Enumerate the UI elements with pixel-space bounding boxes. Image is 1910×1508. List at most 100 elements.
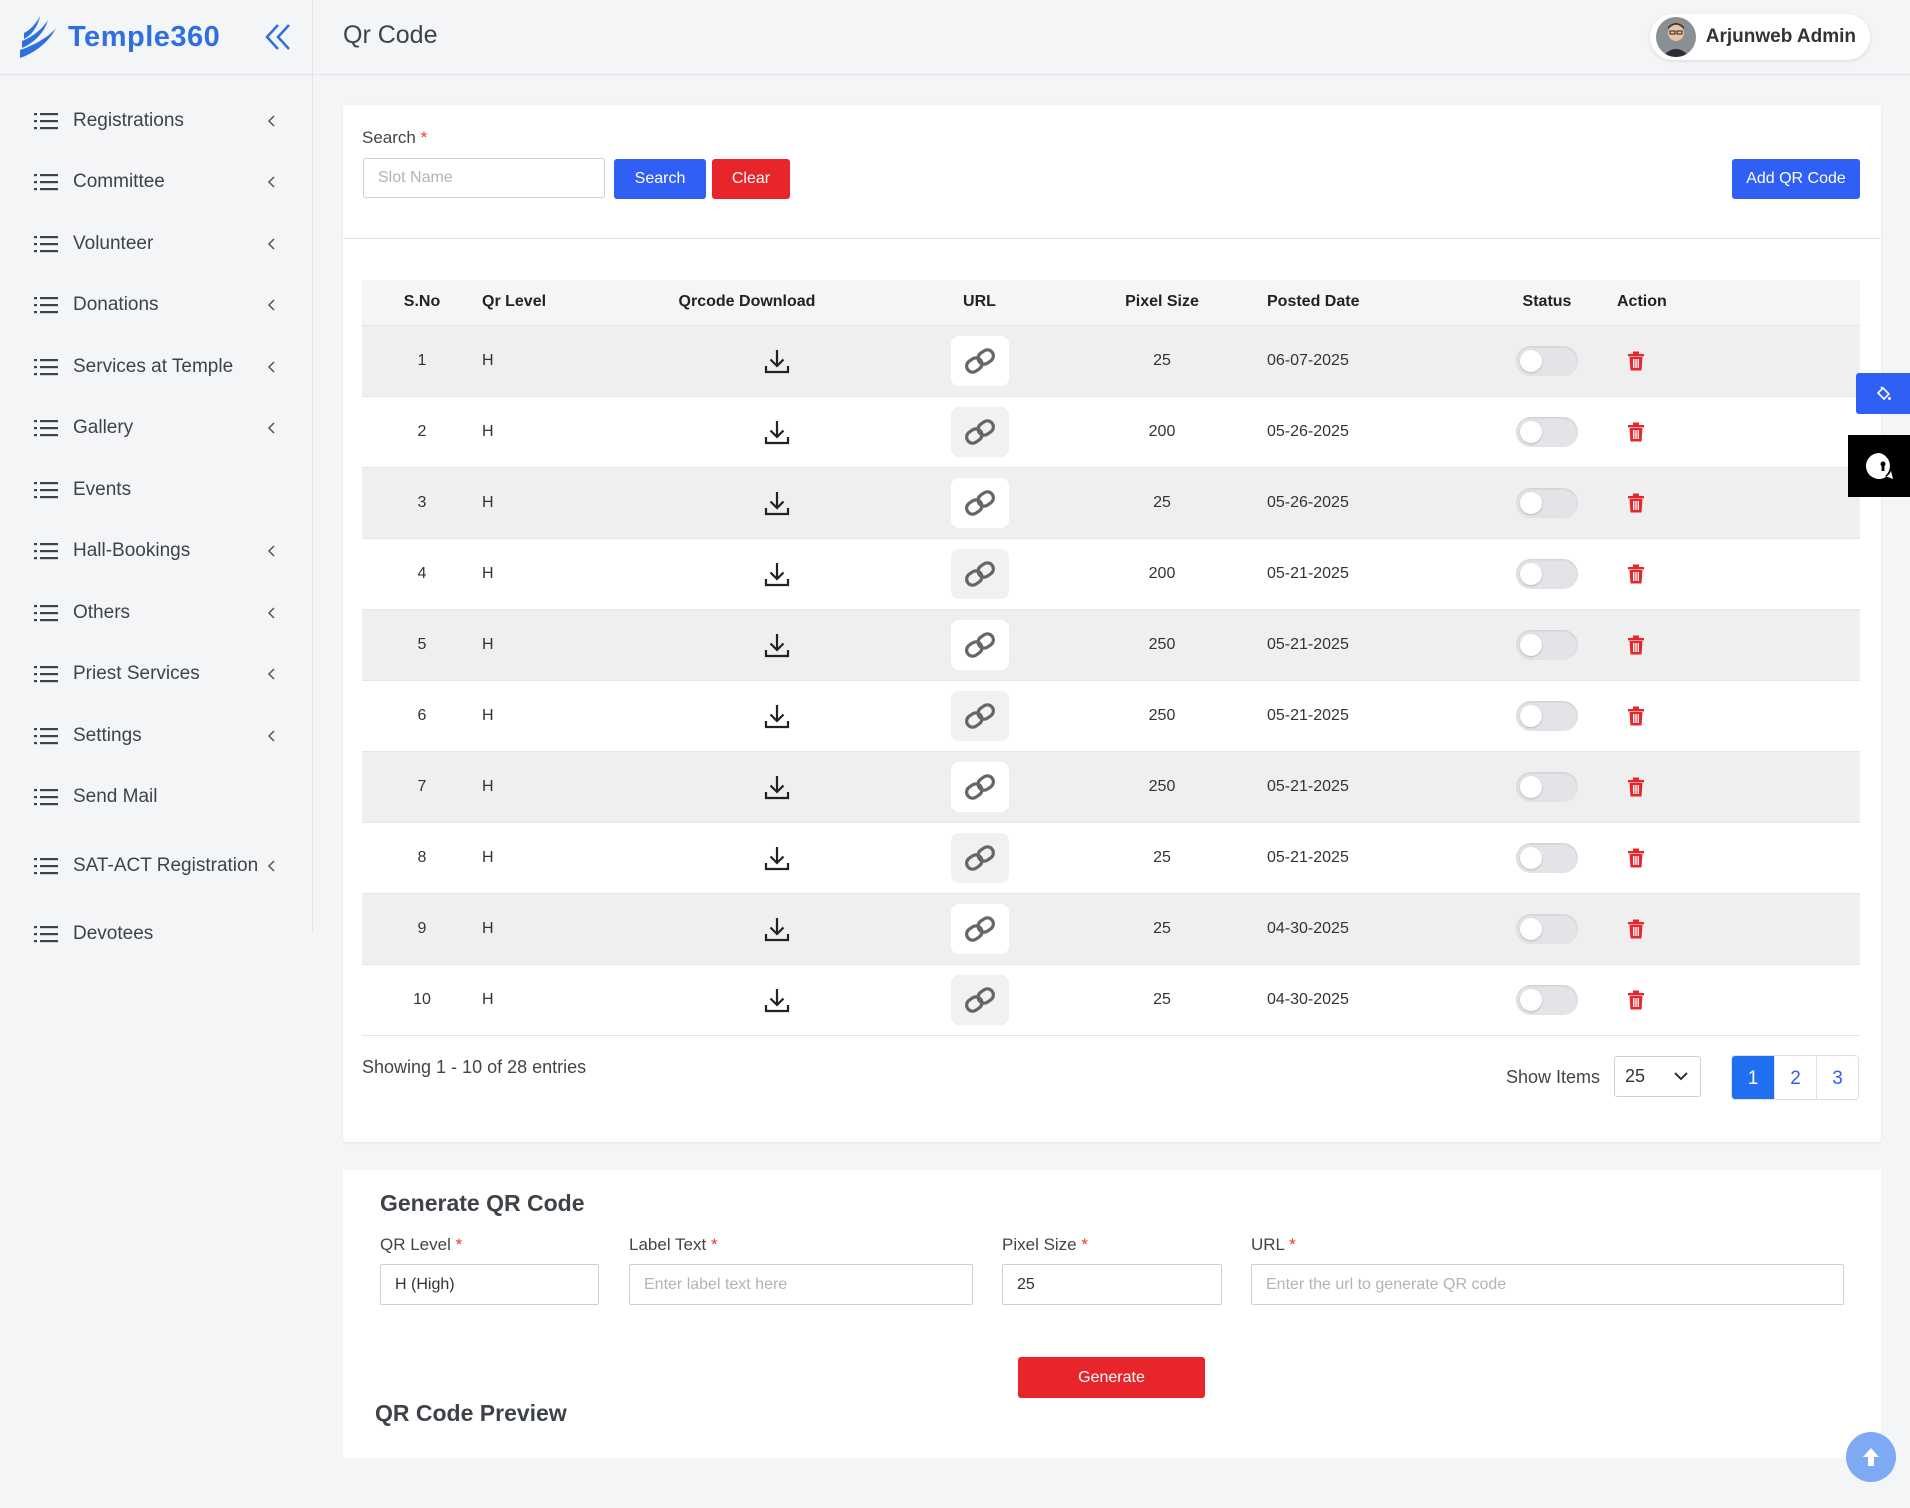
status-toggle[interactable] [1516,913,1578,944]
sidebar-item-devotees[interactable]: Devotees [0,903,312,965]
sidebar-item-sat-act-registration[interactable]: SAT-ACT Registration [0,828,312,903]
trash-icon[interactable] [1627,706,1645,726]
sidebar-item-events[interactable]: Events [0,459,312,521]
cell-status [1477,963,1617,1036]
clear-button[interactable]: Clear [712,159,790,199]
trash-icon[interactable] [1627,848,1645,868]
sidebar-item-services-at-temple[interactable]: Services at Temple [0,336,312,398]
url-link-button[interactable] [950,903,1009,954]
sidebar-item-committee[interactable]: Committee [0,152,312,214]
sidebar-item-others[interactable]: Others [0,582,312,644]
cell-pixel-size: 25 [1057,963,1267,1036]
label-text-input[interactable] [629,1264,973,1305]
cell-sno: 1 [362,324,482,396]
url-link-button[interactable] [950,761,1009,812]
trash-icon[interactable] [1627,990,1645,1010]
url-link-button[interactable] [950,477,1009,528]
col-qrcode-download[interactable]: Qrcode Download [592,280,902,325]
trash-icon[interactable] [1627,564,1645,584]
sidebar-item-volunteer[interactable]: Volunteer [0,213,312,275]
download-icon[interactable] [763,560,791,588]
download-icon[interactable] [763,986,791,1014]
search-input[interactable] [363,158,605,198]
sidebar-item-gallery[interactable]: Gallery [0,398,312,460]
status-toggle[interactable] [1516,558,1578,589]
cell-pixel-size: 25 [1057,324,1267,396]
url-label: URL * [1251,1235,1296,1255]
col-action[interactable]: Action [1617,280,1860,325]
page-1-button[interactable]: 1 [1732,1056,1774,1099]
table-row: 1 H 25 06-07-2025 [362,324,1860,396]
url-label-text: URL [1251,1235,1285,1254]
scroll-to-top-button[interactable] [1846,1432,1896,1482]
sidebar: Temple360 Registrations Committee Voluntee… [0,0,313,944]
sidebar-item-settings[interactable]: Settings [0,705,312,767]
col-posted-date[interactable]: Posted Date [1267,280,1477,325]
cell-action [1617,537,1860,609]
download-icon[interactable] [763,844,791,872]
status-toggle[interactable] [1516,771,1578,802]
trash-icon[interactable] [1627,777,1645,797]
sidebar-item-registrations[interactable]: Registrations [0,90,312,152]
col-status[interactable]: Status [1477,280,1617,325]
url-link-button[interactable] [950,406,1009,457]
status-toggle[interactable] [1516,629,1578,660]
sidebar-item-donations[interactable]: Donations [0,275,312,337]
trash-icon[interactable] [1627,493,1645,513]
download-icon[interactable] [763,915,791,943]
url-link-button[interactable] [950,335,1009,386]
status-toggle[interactable] [1516,416,1578,447]
generate-button[interactable]: Generate [1018,1357,1205,1398]
download-icon[interactable] [763,418,791,446]
download-icon[interactable] [763,489,791,517]
page-3-button[interactable]: 3 [1816,1056,1858,1099]
label-text-label: Label Text * [629,1235,718,1255]
sidebar-item-hall-bookings[interactable]: Hall-Bookings [0,521,312,583]
show-items-label: Show Items [1506,1067,1601,1087]
cell-qr-level: H [482,324,592,396]
col-pixel-size[interactable]: Pixel Size [1057,280,1267,325]
status-toggle[interactable] [1516,487,1578,518]
page-2-button[interactable]: 2 [1774,1056,1816,1099]
download-icon[interactable] [763,631,791,659]
url-link-button[interactable] [950,832,1009,883]
url-link-button[interactable] [950,548,1009,599]
status-toggle[interactable] [1516,984,1578,1015]
download-icon[interactable] [763,773,791,801]
url-link-button[interactable] [950,974,1009,1025]
col-qr-level[interactable]: Qr Level [482,280,592,325]
show-items-select[interactable]: 25 [1614,1056,1701,1097]
download-icon[interactable] [763,702,791,730]
cell-url [902,963,1057,1036]
trash-icon[interactable] [1627,422,1645,442]
support-chat-button[interactable] [1848,435,1910,497]
sidebar-item-priest-services[interactable]: Priest Services [0,644,312,706]
col-url[interactable]: URL [902,280,1057,325]
add-qr-code-button[interactable]: Add QR Code [1732,159,1860,199]
cell-qr-level: H [482,608,592,680]
user-menu[interactable]: Arjunweb Admin [1649,14,1870,60]
trash-icon[interactable] [1627,635,1645,655]
search-button[interactable]: Search [614,159,706,199]
status-toggle[interactable] [1516,345,1578,376]
status-toggle[interactable] [1516,842,1578,873]
cell-sno: 8 [362,821,482,893]
cell-qr-level: H [482,821,592,893]
theme-customizer-button[interactable] [1856,373,1910,414]
download-icon[interactable] [763,347,791,375]
cell-download [592,750,902,822]
sidebar-item-label: SAT-ACT Registration [73,854,259,876]
trash-icon[interactable] [1627,919,1645,939]
url-input[interactable] [1251,1264,1844,1305]
cell-sno: 10 [362,963,482,1036]
double-chevron-left-icon[interactable] [263,20,293,54]
qr-list-card: Search * Search Clear Add QR Code S.No Q… [343,105,1881,1142]
sidebar-item-send-mail[interactable]: Send Mail [0,767,312,829]
trash-icon[interactable] [1627,351,1645,371]
url-link-button[interactable] [950,619,1009,670]
qr-level-select[interactable]: H (High) [380,1264,599,1305]
status-toggle[interactable] [1516,700,1578,731]
url-link-button[interactable] [950,690,1009,741]
pixel-size-input[interactable] [1002,1264,1222,1305]
col-sno[interactable]: S.No [362,280,482,325]
